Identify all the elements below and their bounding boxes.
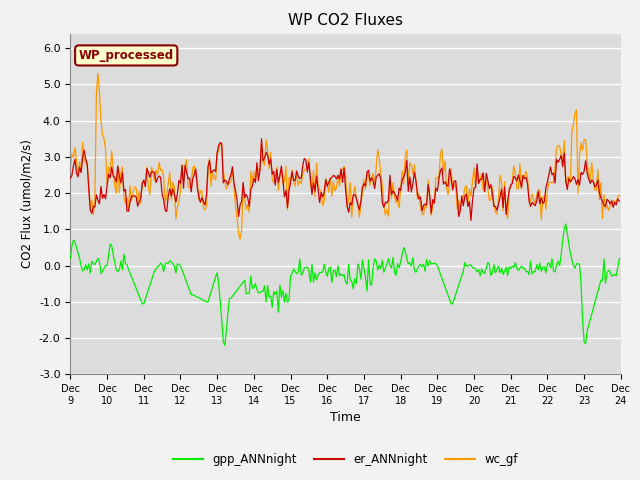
Title: WP CO2 Fluxes: WP CO2 Fluxes bbox=[288, 13, 403, 28]
Y-axis label: CO2 Flux (umol/m2/s): CO2 Flux (umol/m2/s) bbox=[20, 140, 33, 268]
Legend: gpp_ANNnight, er_ANNnight, wc_gf: gpp_ANNnight, er_ANNnight, wc_gf bbox=[168, 448, 523, 471]
Text: WP_processed: WP_processed bbox=[79, 49, 174, 62]
X-axis label: Time: Time bbox=[330, 411, 361, 424]
